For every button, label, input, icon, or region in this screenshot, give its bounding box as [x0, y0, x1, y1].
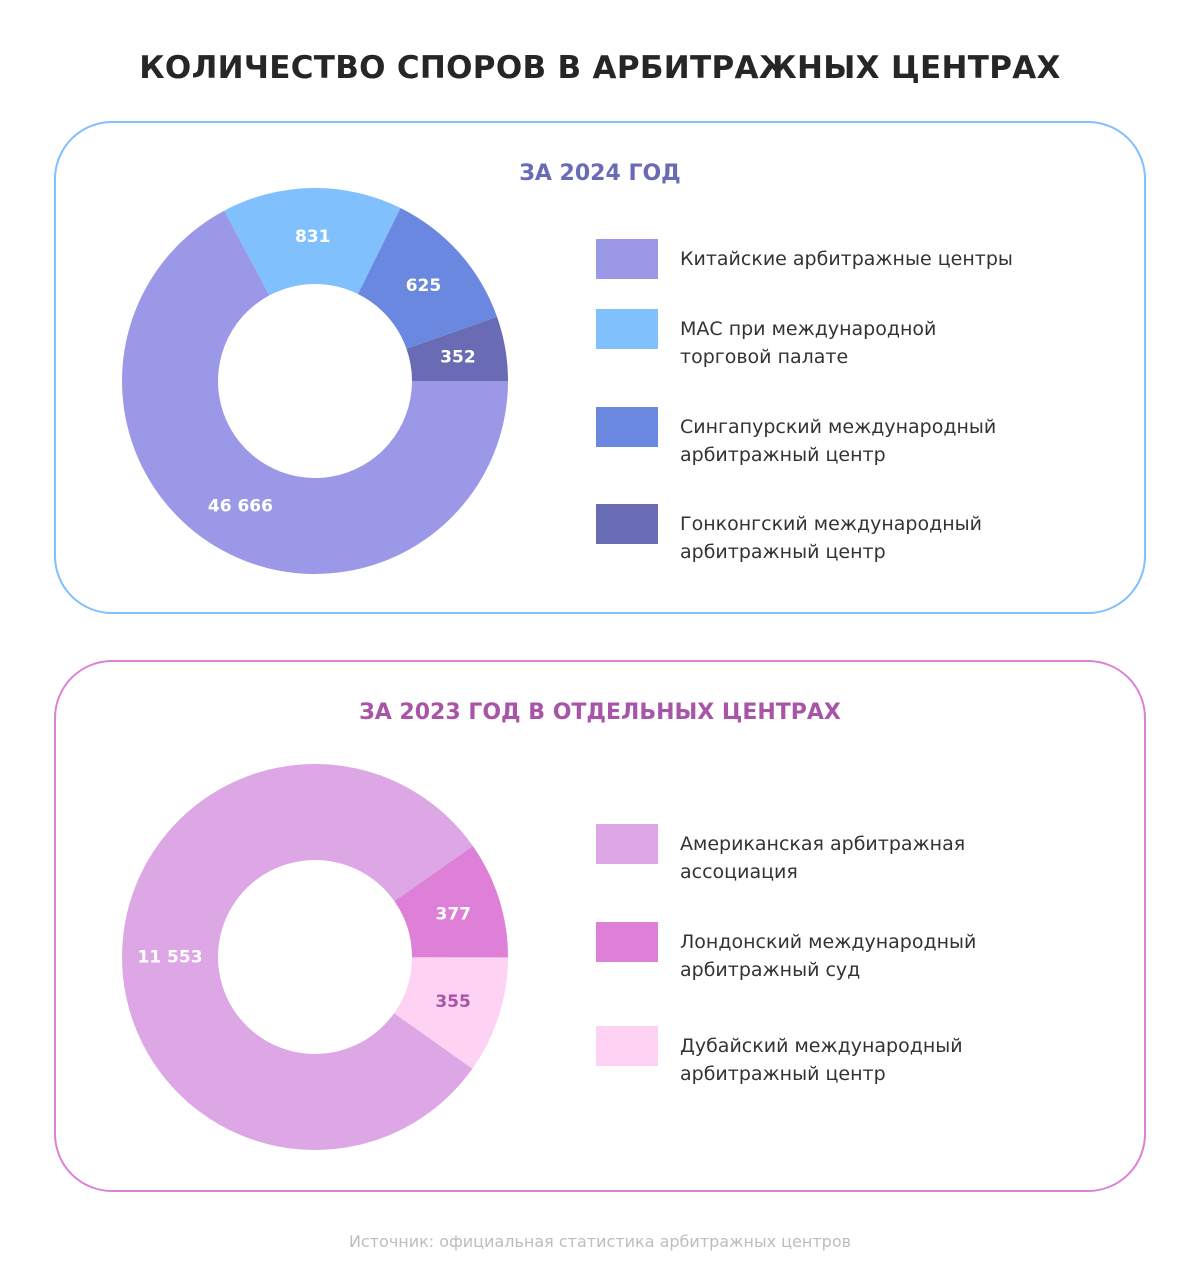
- data-label: 831: [295, 227, 331, 247]
- donut-chart-2024: 352 625 831 46 666: [121, 187, 509, 574]
- donut-slice: [394, 845, 508, 958]
- legend-swatch: [596, 504, 658, 544]
- donut-slice: [224, 187, 401, 296]
- data-label: 355: [435, 992, 471, 1012]
- donut-slice: [394, 957, 508, 1069]
- donut-slice: [121, 210, 509, 574]
- legend-swatch: [596, 922, 658, 962]
- legend-swatch: [596, 407, 658, 447]
- panel-title: ЗА 2023 ГОД В ОТДЕЛЬНЫХ ЦЕНТРАХ: [359, 700, 841, 725]
- legend-swatch: [596, 239, 658, 279]
- legend-label: Гонконгский международный арбитражный це…: [680, 513, 982, 563]
- panel-2023: ЗА 2023 ГОД В ОТДЕЛЬНЫХ ЦЕНТРАХ 355 377 11…: [54, 660, 1146, 1192]
- legend-label: Лондонский международный арбитражный суд: [680, 931, 977, 981]
- legend-swatch: [596, 1026, 658, 1066]
- donut-slice: [121, 764, 473, 1150]
- data-label: 377: [436, 904, 472, 924]
- legend-label: Американская арбитражная ассоциация: [680, 833, 966, 883]
- data-label: 352: [440, 348, 476, 368]
- main-title: КОЛИЧЕСТВО СПОРОВ В АРБИТРАЖНЫХ ЦЕНТРАХ: [139, 50, 1061, 86]
- data-label: 46 666: [208, 496, 273, 516]
- data-label: 625: [406, 276, 442, 296]
- legend-swatch: [596, 824, 658, 864]
- data-label: 11 553: [137, 948, 202, 968]
- legend-label: Китайские арбитражные центры: [680, 248, 1013, 270]
- source-note: Источник: официальная статистика арбитра…: [348, 1232, 852, 1251]
- legend-label: Сингапурский международный арбитражный ц…: [680, 416, 997, 466]
- legend-label: МАС при международной торговой палате: [680, 318, 937, 368]
- legend-label: Дубайский международный арбитражный цент…: [680, 1035, 963, 1085]
- panel-2024: ЗА 2024 ГОД 352 625 831 46 666 Китайские ар…: [54, 121, 1146, 614]
- donut-chart-2023: 355 377 11 553: [121, 764, 508, 1150]
- legend-swatch: [596, 309, 658, 349]
- donut-slice: [357, 207, 497, 349]
- donut-slice: [406, 316, 508, 381]
- panel-title: ЗА 2024 ГОД: [519, 161, 681, 186]
